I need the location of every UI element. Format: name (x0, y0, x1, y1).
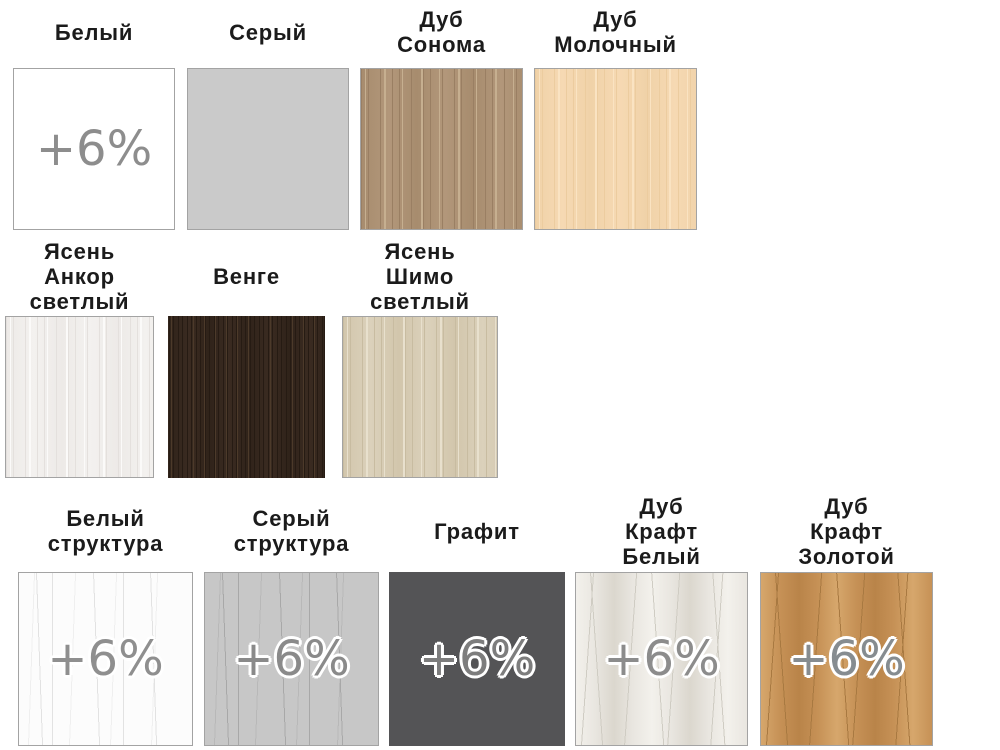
swatch-label-gray-structure: Серый структура (233, 506, 350, 556)
swatch-label-graphite: Графит (434, 518, 520, 544)
swatch-cell: Белый +6% (13, 0, 175, 230)
swatch-label-ash-anchor-light: Ясень Анкор светлый (29, 238, 130, 314)
swatch-label-oak-craft-gold: Дуб Крафт Золотой (798, 493, 895, 569)
swatch-wenge[interactable] (168, 316, 325, 478)
swatch-oak-craft-white[interactable]: +6% (575, 572, 748, 746)
surcharge-badge: +6% (233, 631, 350, 687)
swatch-cell: Венге (168, 240, 325, 478)
swatch-cell: Ясень Шимо светлый (342, 238, 498, 478)
swatch-label-white-structure: Белый структура (47, 506, 164, 556)
swatch-white[interactable]: +6% (13, 68, 175, 230)
swatch-cell: Серый (187, 0, 349, 230)
swatch-label-white: Белый (54, 19, 134, 45)
swatch-oak-milky[interactable] (534, 68, 697, 230)
swatch-cell: Дуб Крафт Золотой +6% (760, 493, 933, 746)
swatch-cell: Серый структура +6% (204, 496, 379, 746)
swatch-oak-sonoma[interactable] (360, 68, 523, 230)
swatch-cell: Дуб Крафт Белый +6% (575, 493, 748, 746)
swatch-ash-shimo-light[interactable] (342, 316, 498, 478)
swatch-label-ash-shimo-light: Ясень Шимо светлый (370, 238, 470, 314)
swatch-graphite[interactable]: +6% (389, 572, 565, 746)
swatch-cell: Дуб Сонома (360, 0, 523, 230)
swatch-cell: Графит +6% (389, 496, 565, 746)
swatch-gray-structure[interactable]: +6% (204, 572, 379, 746)
swatch-cell: Белый структура +6% (18, 496, 193, 746)
swatch-label-gray: Серый (229, 19, 307, 45)
swatch-label-wenge: Венге (213, 263, 280, 289)
surcharge-badge: +6% (603, 631, 720, 687)
swatch-oak-craft-gold[interactable]: +6% (760, 572, 933, 746)
swatch-gray[interactable] (187, 68, 349, 230)
swatch-label-oak-craft-white: Дуб Крафт Белый (622, 493, 701, 569)
swatch-ash-anchor-light[interactable] (5, 316, 154, 478)
surcharge-badge: +6% (35, 121, 153, 177)
swatch-white-structure[interactable]: +6% (18, 572, 193, 746)
surcharge-badge: +6% (418, 631, 536, 687)
surcharge-badge: +6% (788, 631, 905, 687)
swatch-cell: Дуб Молочный (534, 0, 697, 230)
swatch-label-oak-milky: Дуб Молочный (554, 7, 677, 57)
surcharge-badge: +6% (47, 631, 164, 687)
swatch-label-oak-sonoma: Дуб Сонома (397, 7, 486, 57)
swatch-cell: Ясень Анкор светлый (5, 238, 154, 478)
